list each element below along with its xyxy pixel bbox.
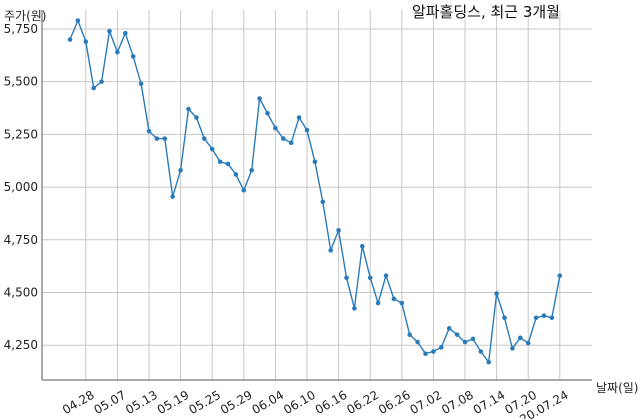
data-point <box>502 315 507 321</box>
data-point <box>423 351 428 356</box>
data-point <box>510 346 515 351</box>
data-point <box>375 300 381 306</box>
data-point <box>75 18 81 23</box>
data-point <box>541 313 547 318</box>
data-point <box>217 159 223 165</box>
data-point <box>170 194 175 199</box>
data-point <box>67 37 73 42</box>
data-point <box>360 243 365 249</box>
x-axis-label: 날짜(일) <box>596 381 638 395</box>
chart-title: 알파홀딩스, 최근 3개월 <box>412 3 560 21</box>
x-tick-label: 06.26 <box>376 388 413 417</box>
y-tick-label: 5,750 <box>4 22 38 36</box>
x-tick-label: 07.14 <box>471 388 508 417</box>
y-tick-label: 4,500 <box>4 286 38 300</box>
data-point <box>281 136 286 141</box>
x-tick-label: 06.22 <box>344 388 381 417</box>
data-point <box>154 136 160 141</box>
x-tick-label: 05.29 <box>218 388 255 417</box>
data-point <box>209 146 215 152</box>
data-point <box>399 300 405 306</box>
data-point <box>518 335 523 341</box>
x-tick-label: 04.28 <box>60 388 97 417</box>
y-tick-label: 5,000 <box>4 180 38 194</box>
data-point <box>344 275 349 281</box>
x-tick-label: 05.25 <box>186 388 223 417</box>
y-tick-label: 5,250 <box>4 127 38 141</box>
series-line <box>69 19 561 363</box>
y-tick-label: 5,500 <box>4 75 38 89</box>
x-tick-label: 06.16 <box>313 388 350 417</box>
data-point <box>336 228 341 233</box>
data-point <box>391 296 397 302</box>
data-point <box>328 248 334 253</box>
data-point <box>99 79 104 84</box>
x-tick-label: 05.19 <box>155 388 192 417</box>
data-point <box>241 187 247 193</box>
data-point <box>352 306 357 311</box>
data-point <box>296 115 302 120</box>
data-point <box>533 315 539 321</box>
data-point <box>265 111 270 116</box>
y-axis-label: 주가(원) <box>4 9 46 23</box>
data-point <box>83 39 89 44</box>
x-tick-label: 07.08 <box>439 388 476 417</box>
axes <box>41 10 592 381</box>
data-point <box>257 96 262 101</box>
series-layer <box>67 18 563 365</box>
data-point <box>186 106 191 112</box>
y-tick-label: 4,250 <box>4 338 38 352</box>
data-point <box>462 339 468 345</box>
data-point <box>383 273 389 278</box>
x-tick-label: 07.02 <box>408 388 445 417</box>
data-point <box>273 125 278 131</box>
data-point <box>233 172 239 177</box>
data-point <box>320 199 326 205</box>
x-tick-label: 05.13 <box>123 388 160 417</box>
data-point <box>138 81 144 87</box>
data-point <box>202 136 207 141</box>
data-point <box>123 30 128 36</box>
data-point <box>146 128 152 134</box>
y-tick-labels: 4,250 4,500 4,750 5,000 5,250 5,500 5,750 <box>4 22 38 352</box>
x-tick-label: 06.10 <box>281 388 318 417</box>
data-point <box>115 49 120 55</box>
y-tick-label: 4,750 <box>4 233 38 247</box>
data-point <box>194 115 199 120</box>
data-point <box>478 349 484 354</box>
x-tick-label: 05.07 <box>92 388 129 417</box>
data-point <box>470 336 476 342</box>
data-point <box>415 339 420 345</box>
data-point <box>486 359 492 365</box>
data-point <box>367 275 373 281</box>
data-point <box>439 345 444 350</box>
data-point <box>130 54 136 59</box>
data-point <box>494 291 499 296</box>
data-point <box>304 127 310 133</box>
data-point <box>454 332 460 337</box>
data-point <box>178 167 183 173</box>
data-point <box>312 159 318 165</box>
data-point <box>446 326 452 331</box>
data-point <box>107 28 112 34</box>
data-point <box>407 332 413 337</box>
data-point <box>549 315 555 321</box>
x-tick-label: 06.04 <box>250 388 287 417</box>
data-point <box>249 167 254 173</box>
data-point <box>431 349 436 354</box>
data-point <box>557 273 563 278</box>
data-point <box>288 140 294 146</box>
data-point <box>91 85 96 91</box>
data-point <box>162 136 168 141</box>
x-tick-labels: 04.2805.0705.1305.1905.2505.2906.0406.10… <box>60 388 571 419</box>
grid <box>42 10 592 380</box>
data-point <box>525 340 531 346</box>
data-point <box>225 161 231 167</box>
